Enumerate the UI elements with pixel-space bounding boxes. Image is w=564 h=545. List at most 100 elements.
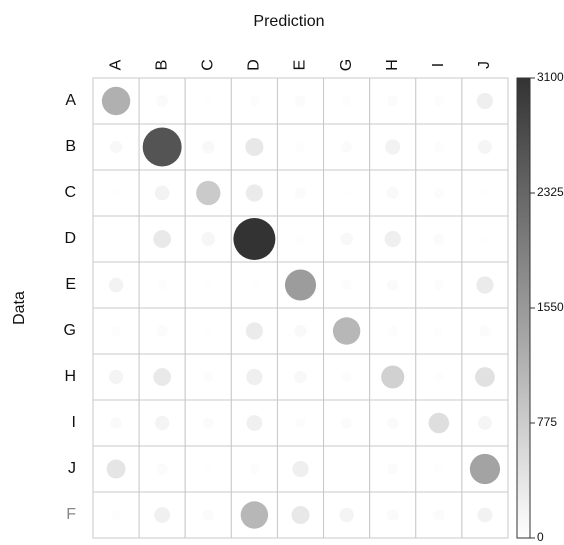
bubble <box>233 218 276 260</box>
bubble <box>157 280 167 290</box>
bubble <box>294 187 307 199</box>
bubble <box>108 277 124 293</box>
bubble <box>154 507 171 523</box>
bubble <box>480 234 490 244</box>
y-axis-title: Data <box>11 291 28 325</box>
bubble <box>156 325 168 337</box>
colorbar: 0 775 1550 2325 3100 <box>516 70 564 544</box>
colorbar-tick-label: 1550 <box>537 300 564 314</box>
bubble <box>386 186 399 200</box>
bubble <box>381 365 405 389</box>
cell <box>415 77 463 125</box>
bubble <box>201 232 216 246</box>
bubble <box>433 233 445 245</box>
column-label: D <box>246 59 263 71</box>
bubble <box>340 232 354 246</box>
bubble <box>101 86 131 116</box>
bubble <box>203 96 213 106</box>
bubble <box>203 464 213 474</box>
bubble <box>387 463 399 475</box>
bubble <box>433 141 445 153</box>
colorbar-tick-label: 775 <box>537 415 557 429</box>
bubble <box>111 188 121 198</box>
bubble <box>294 370 307 384</box>
bubble <box>477 140 492 154</box>
bubble <box>477 507 493 523</box>
bubble <box>111 326 121 336</box>
colorbar-tick-label: 2325 <box>537 185 564 199</box>
column-label: A <box>107 59 124 70</box>
bubble <box>246 415 263 431</box>
bubble <box>202 417 214 429</box>
bubble <box>294 95 307 107</box>
column-label: H <box>384 59 401 71</box>
bubble <box>385 139 401 155</box>
bubble <box>480 188 490 198</box>
bubble <box>342 464 351 474</box>
bubble <box>204 280 213 290</box>
bubble <box>434 372 444 382</box>
cell <box>230 169 278 217</box>
bubble <box>428 412 450 434</box>
column-label: E <box>292 60 309 71</box>
bubble <box>246 368 263 386</box>
bubble <box>156 463 168 475</box>
bubble <box>477 416 492 430</box>
bubble <box>249 95 260 107</box>
bubble <box>284 269 317 301</box>
bubble <box>245 184 263 202</box>
bubble <box>245 322 263 340</box>
bubble <box>291 505 310 525</box>
bubble <box>111 510 121 520</box>
bubble <box>142 127 182 167</box>
bubble <box>341 141 353 153</box>
column-label: I <box>430 63 447 67</box>
bubble <box>339 507 354 523</box>
row-label: D <box>64 230 76 247</box>
row-label: G <box>64 322 76 339</box>
row-label: H <box>64 368 76 385</box>
bubble <box>386 509 399 521</box>
bubble <box>332 317 361 345</box>
bubble <box>295 417 306 429</box>
bubble <box>154 185 170 201</box>
bubble <box>294 324 307 338</box>
colorbar-tick-label: 3100 <box>537 70 564 84</box>
bubble <box>196 180 221 206</box>
bubble <box>475 367 495 387</box>
row-label: B <box>65 138 76 155</box>
bubble <box>154 415 170 431</box>
bubble <box>249 280 259 290</box>
colorbar-tick-label: 0 <box>537 530 544 544</box>
bubble <box>341 417 353 429</box>
bubble <box>202 509 214 521</box>
x-axis-title: Prediction <box>253 13 324 30</box>
bubble <box>203 326 213 336</box>
bubble <box>106 459 126 479</box>
bubble <box>341 96 352 106</box>
bubble <box>341 371 352 383</box>
row-label: E <box>65 276 76 293</box>
row-label: I <box>72 414 76 431</box>
cell <box>230 261 278 309</box>
bubble <box>387 279 399 291</box>
column-label: C <box>199 59 216 71</box>
bubble <box>240 501 269 529</box>
bubble <box>110 417 122 429</box>
bubble <box>108 369 124 385</box>
bubble <box>245 137 264 157</box>
bubble <box>202 371 214 383</box>
bubble <box>387 325 398 337</box>
bubble <box>476 92 494 110</box>
bubble <box>153 368 172 386</box>
bubble <box>295 142 306 152</box>
bubble <box>387 417 399 429</box>
bubble <box>387 95 399 107</box>
bubble <box>202 140 215 154</box>
bubble <box>433 509 445 521</box>
bubble <box>292 460 309 478</box>
bubble <box>433 95 445 107</box>
bubble <box>384 230 401 248</box>
cell <box>276 123 325 171</box>
